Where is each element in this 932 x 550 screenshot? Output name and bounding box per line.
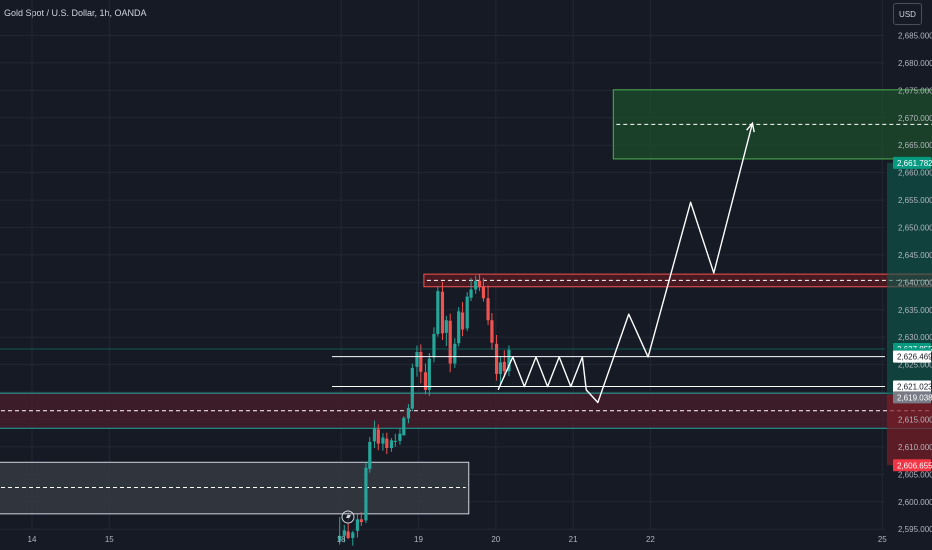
price-tag: [893, 459, 931, 472]
y-tick-label: 2,600.000: [898, 498, 932, 507]
candle-body: [444, 320, 448, 333]
candle-body: [507, 349, 511, 372]
candle-body: [342, 530, 346, 536]
candle-body: [453, 343, 457, 364]
zones-layer: [0, 89, 932, 515]
y-tick-label: 2,640.000: [898, 278, 932, 287]
candle-body: [398, 433, 402, 441]
x-tick-label: 15: [105, 535, 114, 544]
candle-body: [410, 367, 414, 409]
candle-body: [457, 311, 461, 344]
candle-body: [469, 289, 473, 298]
candle-body: [364, 467, 368, 521]
y-tick-label: 2,645.000: [898, 251, 932, 260]
candle-body: [498, 362, 503, 374]
candle-body: [440, 291, 445, 334]
price-tag: [893, 350, 931, 363]
x-tick-label: 20: [491, 535, 500, 544]
price-tags-layer: 2,661.7822,627.85503:392,626.4692,621.02…: [893, 156, 932, 472]
y-tick-label: 2,605.000: [898, 470, 932, 479]
y-tick-label: 2,630.000: [898, 333, 932, 342]
candle-body: [427, 358, 431, 390]
time-axis[interactable]: 141518192021222526272829: [28, 535, 932, 544]
y-tick-label: 2,650.000: [898, 223, 932, 232]
candle-body: [376, 429, 380, 444]
price-tag-label: 2,621.023: [897, 382, 932, 391]
y-tick-label: 2,665.000: [898, 141, 932, 150]
price-tag-label: 2,661.782: [897, 159, 932, 168]
candle-body: [423, 372, 428, 390]
x-tick-label: 18: [337, 535, 346, 544]
x-tick-label: 25: [878, 535, 887, 544]
candles-layer: [338, 274, 511, 546]
y-tick-label: 2,660.000: [898, 169, 932, 178]
y-tick-label: 2,680.000: [898, 59, 932, 68]
resistance-zone: [423, 273, 932, 288]
price-tag-label: 2,626.469: [897, 353, 932, 362]
y-tick-label: 2,675.000: [898, 86, 932, 95]
candle-body: [436, 291, 440, 334]
lower-zone: [0, 461, 470, 515]
candle-body: [494, 343, 499, 374]
candle-body: [338, 535, 342, 541]
candle-body: [419, 352, 423, 372]
y-tick-label: 2,595.000: [898, 525, 932, 534]
candle-body: [402, 417, 406, 436]
y-tick-label: 2,635.000: [898, 306, 932, 315]
price-tag: [893, 391, 931, 404]
x-tick-label: 19: [414, 535, 423, 544]
y-tick-label: 2,685.000: [898, 32, 932, 41]
candle-body: [474, 280, 478, 290]
price-tag-label: 2,606.655: [897, 461, 932, 470]
candle-body: [490, 320, 494, 343]
price-tag-label: 2,619.038: [897, 393, 932, 402]
x-tick-label: 14: [28, 535, 37, 544]
candle-body: [346, 531, 350, 538]
currency-button[interactable]: USD: [893, 3, 922, 25]
candle-body: [368, 441, 372, 469]
candle-body: [393, 440, 397, 442]
y-tick-label: 2,615.000: [898, 415, 932, 424]
position-stop-area: [886, 394, 932, 466]
projection-path-layer: [0, 121, 885, 404]
price-tag: [893, 156, 931, 169]
candle-body: [359, 519, 363, 523]
x-tick-label: 22: [646, 535, 655, 544]
candle-body: [502, 361, 506, 372]
y-tick-label: 2,655.000: [898, 196, 932, 205]
symbol-title: Gold Spot / U.S. Dollar, 1h, OANDA: [4, 8, 147, 18]
projection-arrowhead: [746, 121, 755, 133]
y-tick-label: 2,670.000: [898, 114, 932, 123]
candle-body: [389, 440, 394, 449]
candle-body: [465, 296, 469, 329]
candle-body: [355, 519, 360, 531]
y-tick-label: 2,610.000: [898, 443, 932, 452]
candle-body: [481, 286, 486, 299]
candle-body: [486, 298, 490, 321]
y-tick-label: 2,625.000: [898, 361, 932, 370]
candle-body: [372, 428, 377, 442]
candle-body: [406, 407, 411, 419]
x-tick-label: 21: [569, 535, 578, 544]
lightning-icon[interactable]: [341, 510, 355, 524]
candle-body: [460, 312, 465, 330]
price-tag: [893, 380, 931, 393]
candle-body: [381, 437, 385, 444]
candle-body: [432, 333, 436, 358]
candle-body: [448, 320, 452, 364]
candle-body: [415, 352, 419, 367]
candle-body: [477, 280, 482, 288]
price-axis[interactable]: 2,685.000 2,680.000 2,675.000 2,670.000 2,66…: [898, 32, 932, 535]
candle-body: [351, 532, 355, 538]
projection-path: [497, 123, 754, 404]
candle-body: [385, 438, 389, 449]
grid: [0, 0, 885, 530]
